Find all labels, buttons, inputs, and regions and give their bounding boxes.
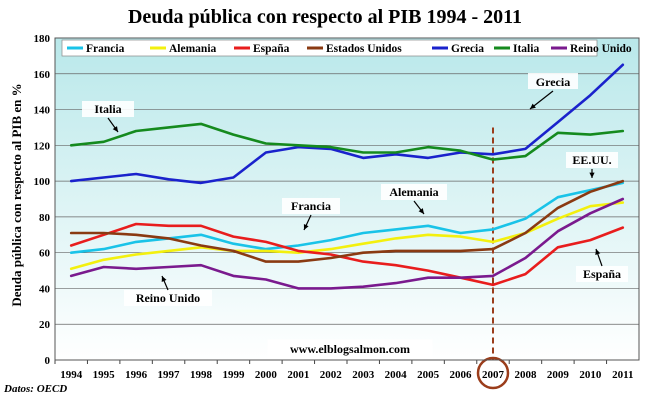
annotation-bg <box>82 101 134 117</box>
x-tick-label: 1999 <box>222 369 245 381</box>
legend-item: España <box>234 43 290 55</box>
legend-label: Reino Unido <box>570 43 632 55</box>
watermark-box: www.elblogsalmon.com <box>267 339 433 359</box>
annotation-bg <box>381 184 447 200</box>
series-line-espa-a <box>69 222 625 287</box>
annotation-reino-unido: Reino Unido <box>124 275 212 306</box>
series-line-italia <box>69 122 625 161</box>
annotation-label: España <box>583 267 621 281</box>
annotation-bg <box>528 73 578 89</box>
y-tick-label: 40 <box>39 283 51 295</box>
annotation-arrowhead <box>303 224 309 230</box>
y-tick-label: 100 <box>34 176 51 188</box>
y-tick-label: 160 <box>34 69 51 81</box>
x-tick-label: 1994 <box>60 369 83 381</box>
y-tick-label: 120 <box>34 140 51 152</box>
annotation-arrowhead <box>595 249 601 255</box>
legend-label: Alemania <box>169 43 217 55</box>
x-tick-label: 2000 <box>255 369 278 381</box>
annotation-bg <box>124 290 212 306</box>
legend-item: Estados Unidos <box>307 43 402 55</box>
annotation-arrowhead <box>589 172 595 178</box>
marker-circle <box>476 356 510 390</box>
annotation-arrowhead <box>161 276 167 282</box>
annotation-arrowhead <box>112 126 118 132</box>
annotation-arrowhead <box>418 208 424 214</box>
legend-label: España <box>253 43 290 55</box>
series-lines <box>69 63 625 290</box>
annotations: Italia Grecia EE.UU. Francia Alemania España R… <box>82 73 628 306</box>
x-tick-label: 2006 <box>450 369 473 381</box>
legend-label: Francia <box>86 43 125 55</box>
legend: Francia Alemania España Estados Unidos Greci… <box>61 39 632 57</box>
legend-label: Italia <box>513 43 539 55</box>
annotation-bg <box>282 198 340 214</box>
annotation-bg <box>566 152 618 168</box>
plot-frame <box>54 37 640 361</box>
x-tick-label: 2002 <box>320 369 343 381</box>
y-tick-label: 140 <box>34 105 51 117</box>
series-line-estados-unidos <box>69 179 625 263</box>
annotation-francia: Francia <box>282 198 340 231</box>
legend-label: Grecia <box>451 43 484 55</box>
legend-item: Grecia <box>432 43 484 55</box>
annotation-bg <box>576 266 628 282</box>
annotation-label: EE.UU. <box>572 153 611 167</box>
y-tick-label: 60 <box>39 248 51 260</box>
source-note: Datos: OECD <box>3 383 67 395</box>
annotation-espa-a: España <box>576 248 628 282</box>
y-tick-label: 0 <box>45 355 51 367</box>
legend-item: Francia <box>67 43 125 55</box>
y-tick-label: 80 <box>39 212 51 224</box>
annotation-ee-uu-: EE.UU. <box>566 152 618 178</box>
x-tick-label: 2009 <box>547 369 570 381</box>
annotation-italia: Italia <box>82 101 134 133</box>
legend-item: Alemania <box>150 43 217 55</box>
annotation-label: Grecia <box>536 75 570 89</box>
x-tick-label: 2008 <box>514 369 537 381</box>
x-tick-labels: 1994 1995 1996 1997 1998 1999 2000 2001 2002 2003… <box>54 360 633 381</box>
y-tick-label: 20 <box>39 319 51 331</box>
watermark-text: www.elblogsalmon.com <box>290 342 410 356</box>
x-tick-label: 1997 <box>158 369 181 381</box>
annotation-label: Francia <box>291 199 331 213</box>
annotation-arrowhead <box>530 103 536 109</box>
y-axis-label: Deuda pública con respecto al PIB en % <box>9 83 24 306</box>
legend-label: Estados Unidos <box>326 43 402 55</box>
x-tick-label: 1995 <box>93 369 116 381</box>
x-tick-label: 2003 <box>352 369 375 381</box>
x-tick-label: 1998 <box>190 369 213 381</box>
annotation-label: Reino Unido <box>136 291 200 305</box>
y-tick-label: 180 <box>34 33 51 45</box>
year-marker <box>476 127 510 390</box>
x-tick-label: 1996 <box>125 369 148 381</box>
annotation-label: Alemania <box>389 185 438 199</box>
annotation-label: Italia <box>94 102 121 116</box>
series-line-grecia <box>69 63 625 185</box>
x-tick-label: 2011 <box>612 369 633 381</box>
annotation-alemania: Alemania <box>381 184 447 215</box>
series-line-reino-unido <box>69 197 625 290</box>
legend-item: Reino Unido <box>551 43 632 55</box>
series-line-alemania <box>69 201 625 271</box>
y-tick-labels: 0 20 40 60 80 100 120 140 160 180 <box>34 33 51 367</box>
x-tick-label: 2001 <box>287 369 309 381</box>
annotation-grecia: Grecia <box>528 73 578 110</box>
legend-box <box>61 39 598 57</box>
legend-item: Italia <box>494 43 539 55</box>
plot-area <box>55 38 639 360</box>
x-tick-label: 2007 <box>482 369 505 381</box>
x-tick-label: 2005 <box>417 369 440 381</box>
x-tick-label: 2010 <box>579 369 602 381</box>
x-tick-label: 2004 <box>385 369 408 381</box>
chart-title: Deuda pública con respecto al PIB 1994 -… <box>128 6 522 28</box>
